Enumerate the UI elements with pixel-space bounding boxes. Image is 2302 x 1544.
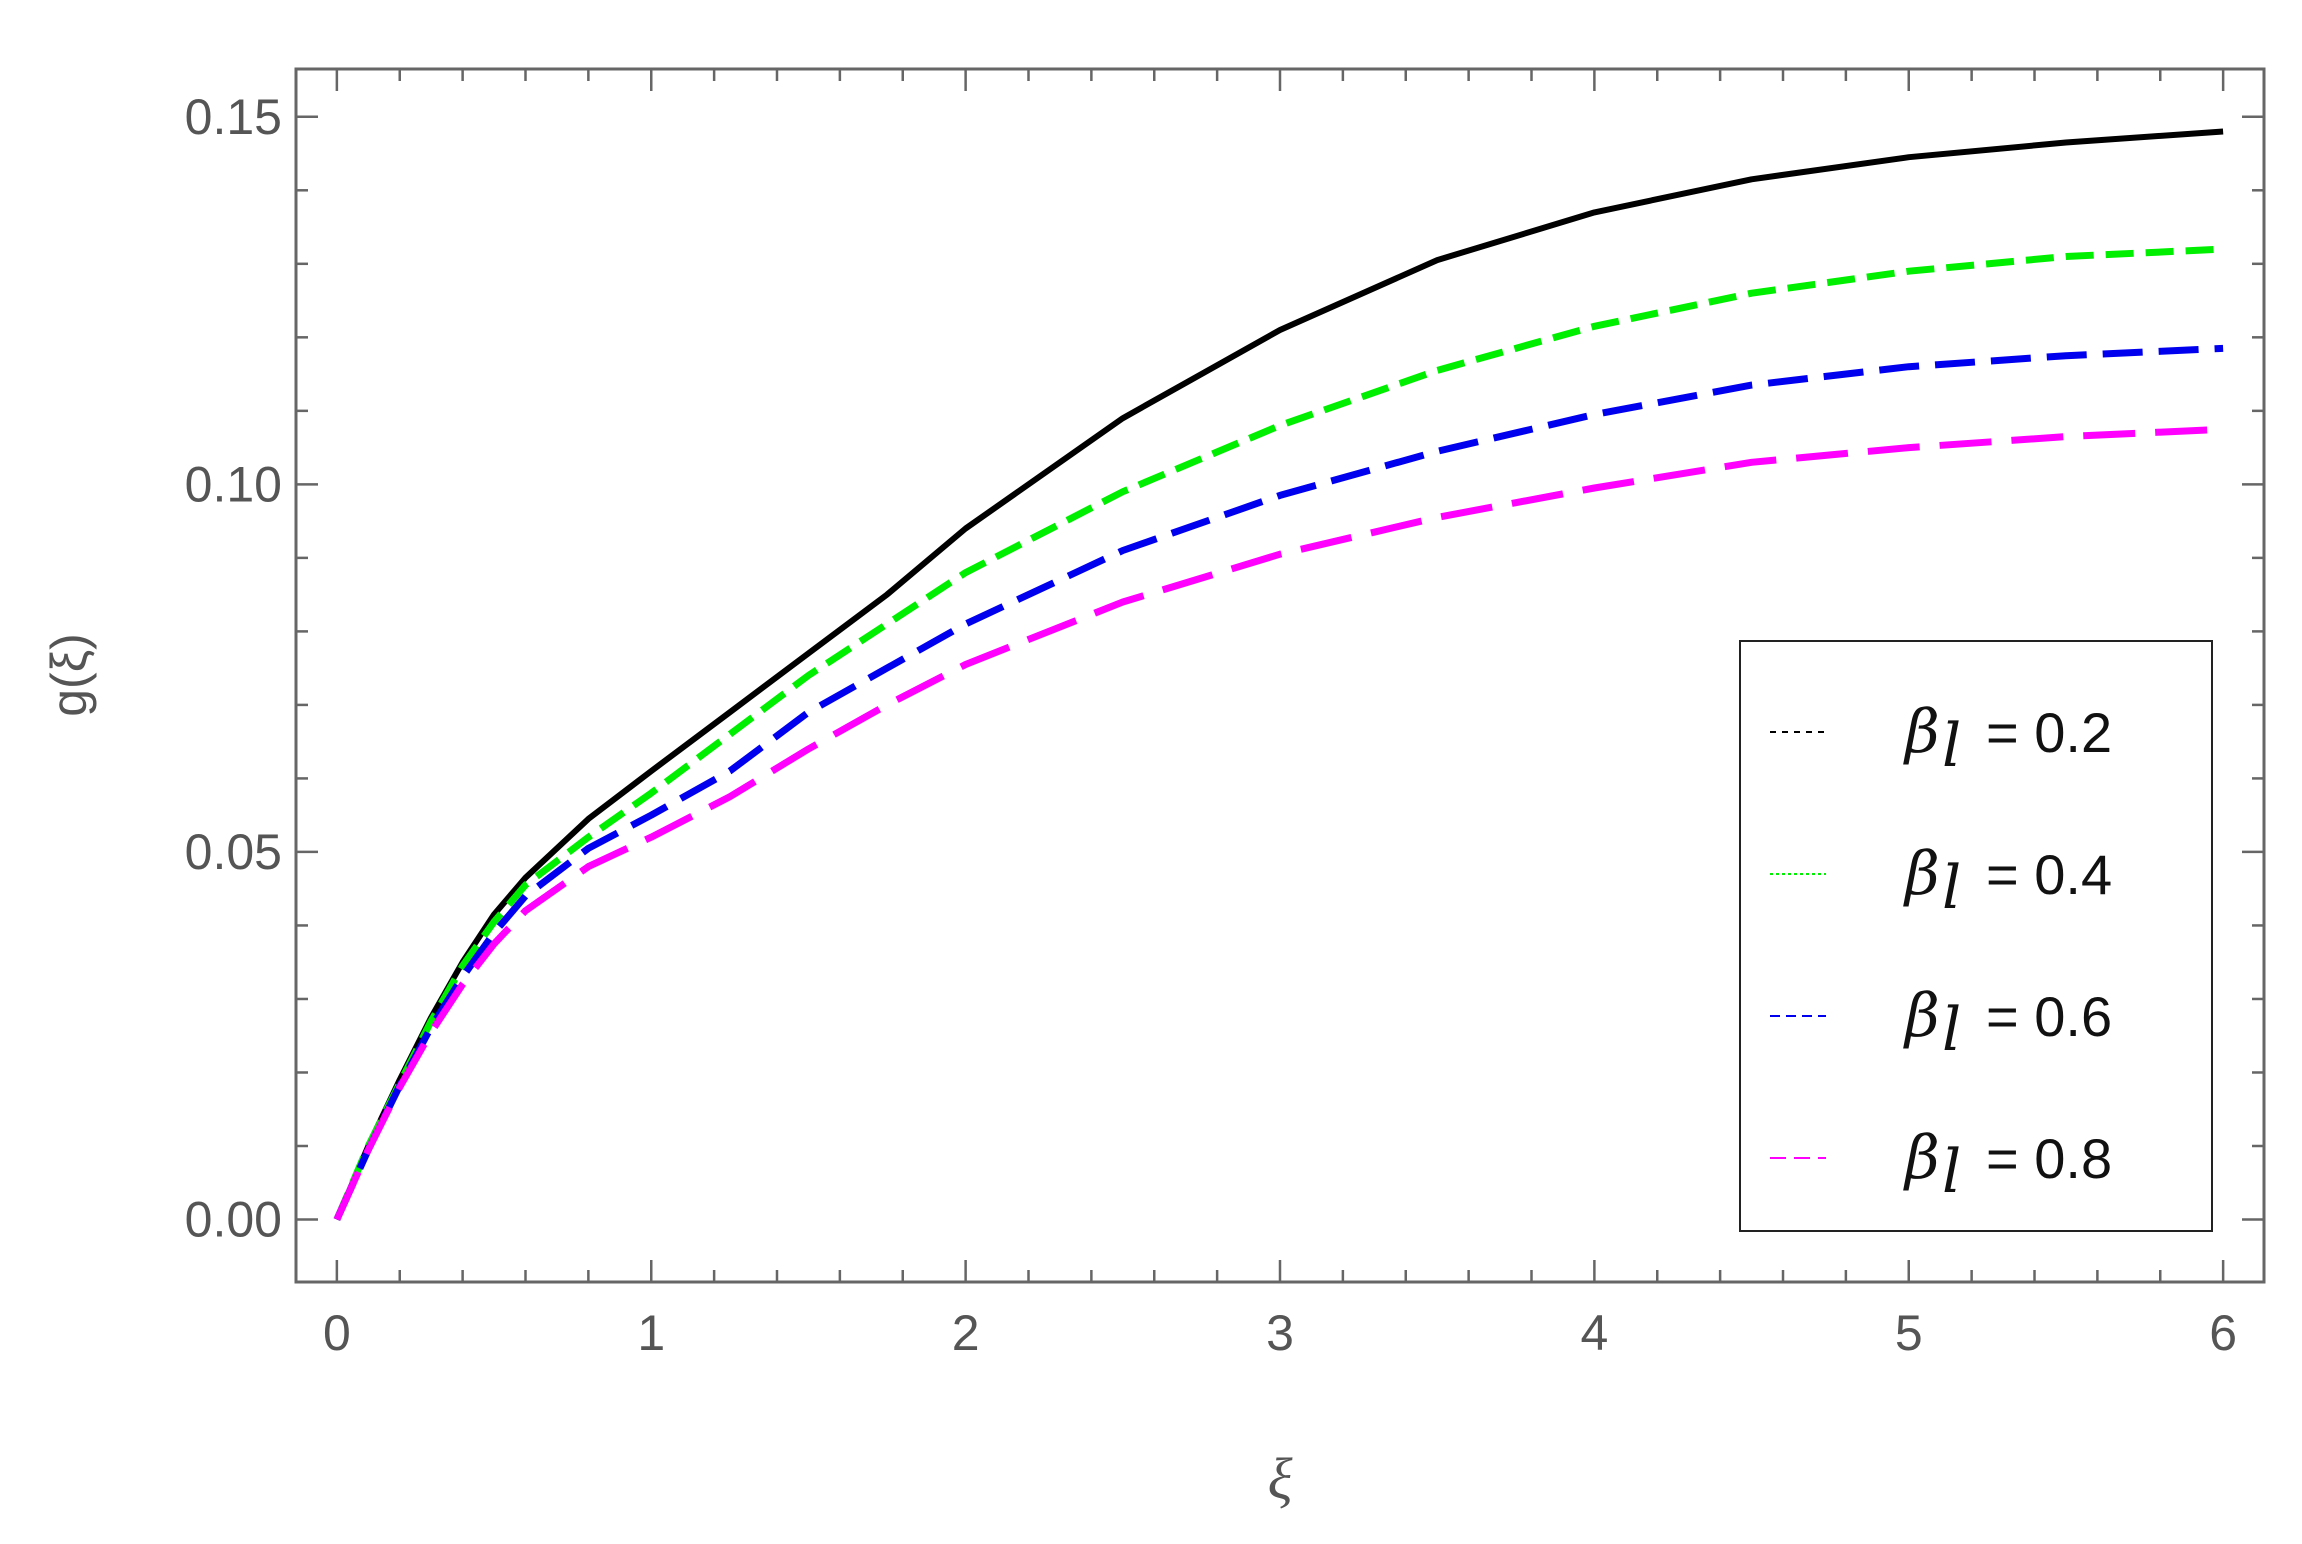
y-tick-label: 0.10 [185,456,282,512]
y-tick-labels: 0.00 0.05 0.10 0.15 [185,89,282,1248]
legend-subscript: l [1942,853,1961,923]
x-tick-label: 6 [2209,1305,2237,1361]
legend-label: = 0.8 [1986,1127,2112,1190]
series-line-4 [333,425,2224,1221]
axis-ticks [296,69,2264,1282]
plot-curves [333,128,2224,1221]
legend-subscript: l [1942,711,1961,781]
x-tick-label: 4 [1580,1305,1608,1361]
legend-label: = 0.6 [1986,985,2112,1048]
x-tick-labels: 0 1 2 3 4 5 6 [323,1305,2237,1361]
legend-label: = 0.2 [1986,701,2112,764]
series-line-2 [333,245,2224,1221]
legend-symbol: β [1903,981,1940,1051]
x-tick-label: 3 [1266,1305,1294,1361]
y-tick-label: 0.00 [185,1192,282,1248]
legend-label: = 0.4 [1986,843,2112,906]
legend-symbol: β [1903,697,1940,767]
y-tick-label: 0.15 [185,89,282,145]
x-tick-label: 1 [637,1305,665,1361]
x-tick-label: 2 [952,1305,980,1361]
legend-box [1739,640,2213,1232]
y-axis-label: g(ξ) [41,633,97,717]
x-tick-label: 5 [1895,1305,1923,1361]
legend-symbol: β [1903,839,1940,909]
legend-subscript: l [1942,1137,1961,1207]
x-axis-label: ξ [1268,1446,1293,1511]
legend: β l = 0.2β l = 0.4β l = 0.6β l = 0.8 [1739,640,2213,1232]
legend-subscript: l [1942,995,1961,1065]
x-tick-label: 0 [323,1305,351,1361]
y-tick-label: 0.05 [185,824,282,880]
legend-symbol: β [1903,1123,1940,1193]
